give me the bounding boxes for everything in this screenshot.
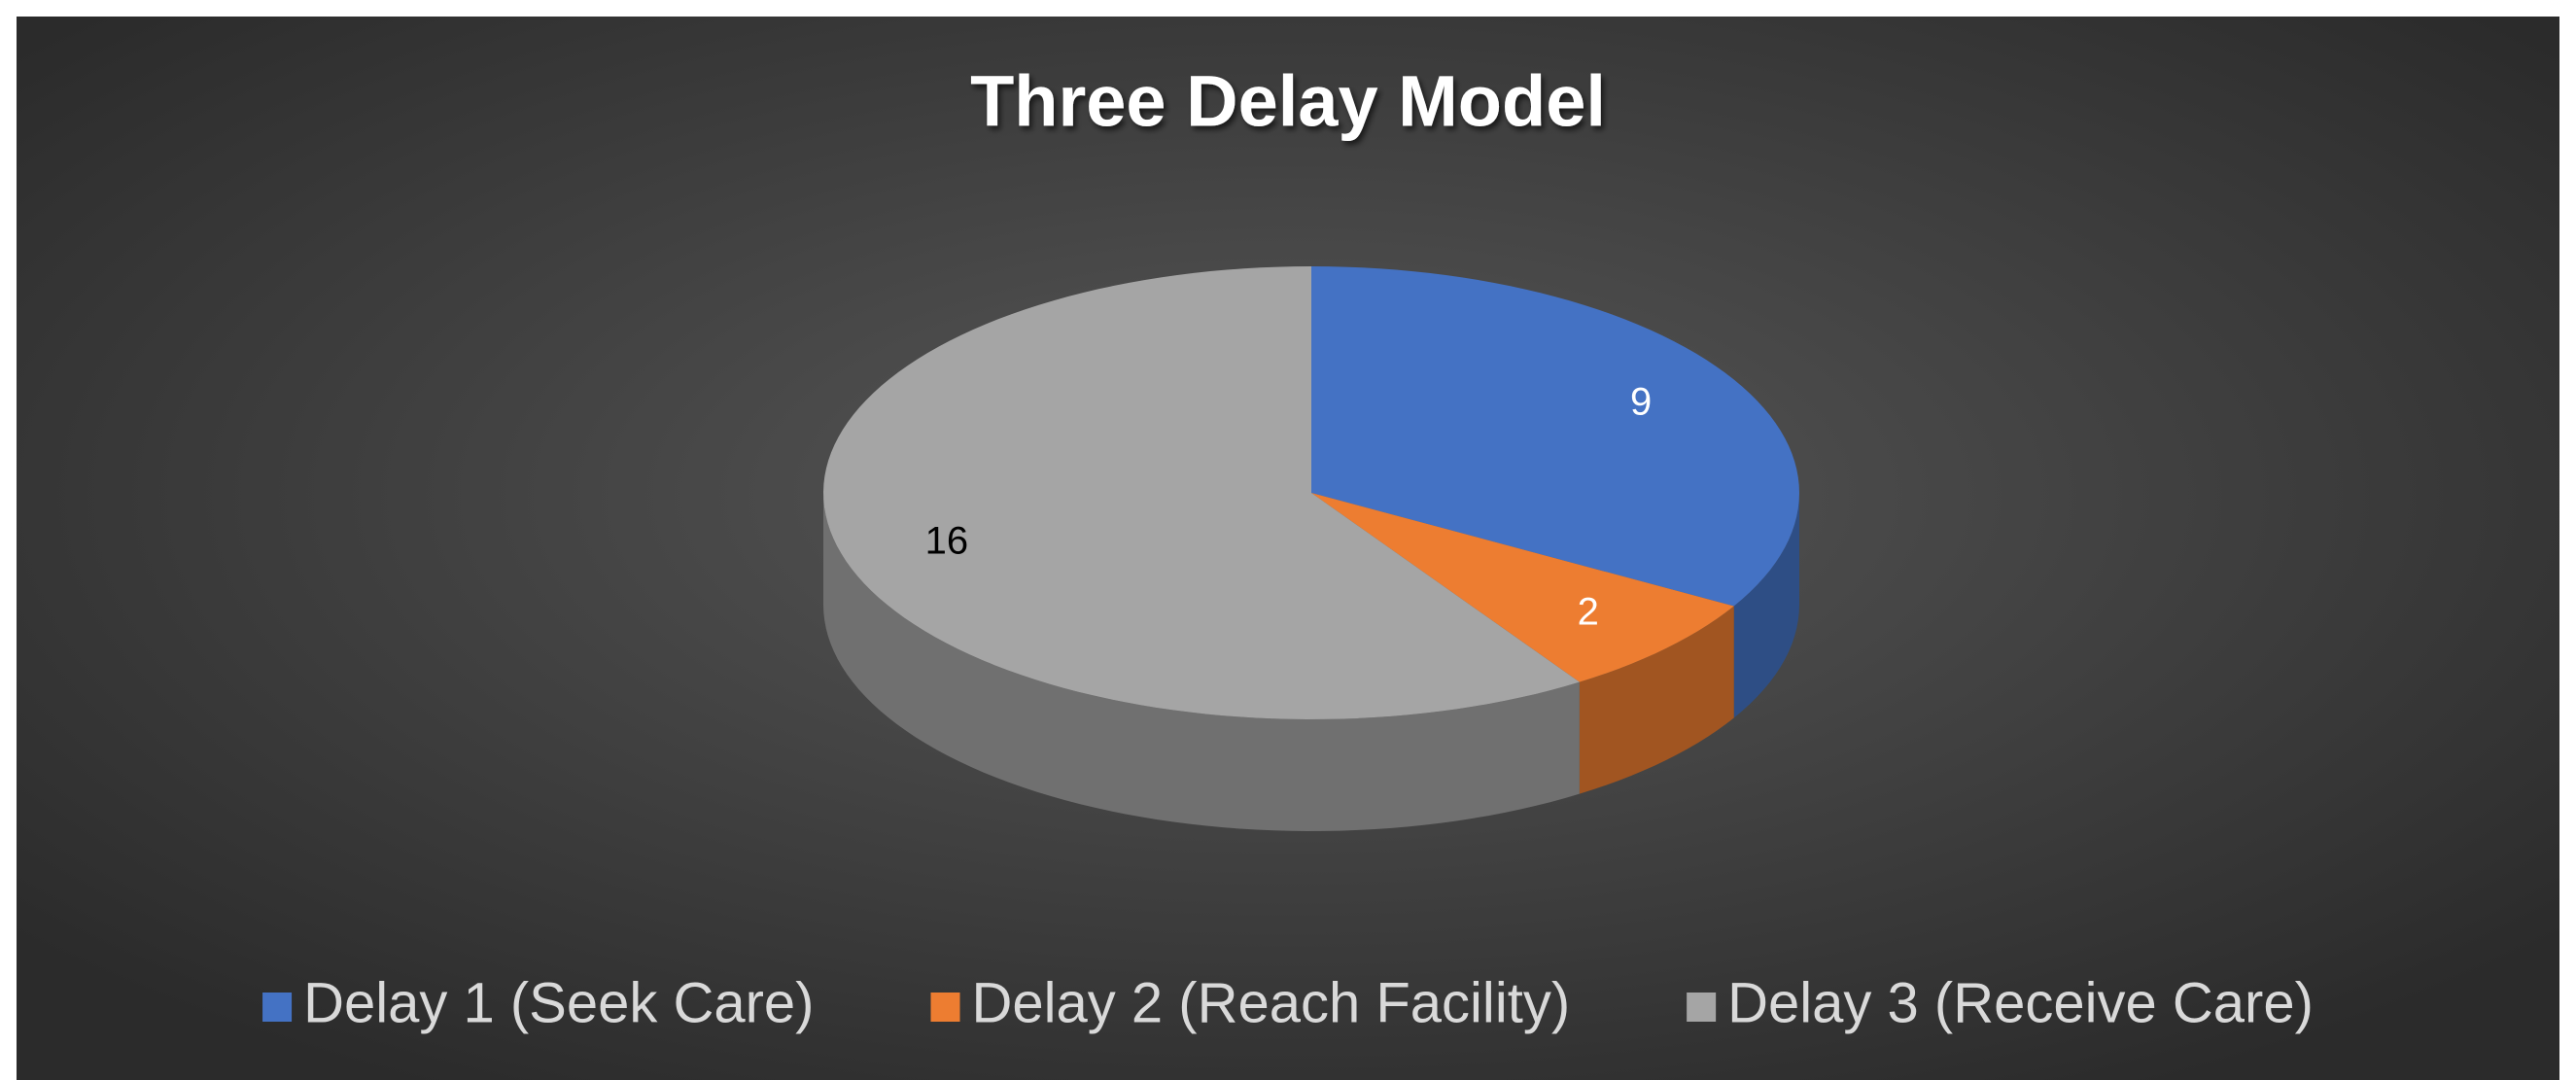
pie-slice-side [1579,606,1734,794]
pie-slice-top [823,266,1580,719]
legend-label: Delay 1 (Seek Care) [303,971,814,1034]
pie-slice-side [1733,493,1799,718]
pie: 9 2 16 [823,266,1799,831]
legend-item: Delay 1 (Seek Care) [262,971,815,1034]
pie-slice [823,266,1580,831]
legend: Delay 1 (Seek Care) Delay 2 (Reach Facili… [262,971,2314,1034]
legend-item: Delay 2 (Reach Facility) [930,971,1571,1034]
chart-title: Three Delay Model [970,61,1606,142]
legend-item: Delay 3 (Receive Care) [1687,971,2314,1034]
pie-slice-top [1311,266,1799,607]
pie-slice-top [1311,493,1734,682]
data-label: 9 [1630,381,1652,424]
legend-swatch [930,993,960,1022]
data-label: 16 [925,520,969,563]
pie-slice [1311,266,1799,718]
legend-label: Delay 2 (Reach Facility) [972,971,1571,1034]
data-label: 2 [1578,590,1599,633]
pie-slice-side [823,493,1580,831]
legend-swatch [262,993,293,1022]
pie-slice [1311,493,1734,794]
legend-swatch [1687,993,1717,1022]
legend-label: Delay 3 (Receive Care) [1727,971,2314,1034]
